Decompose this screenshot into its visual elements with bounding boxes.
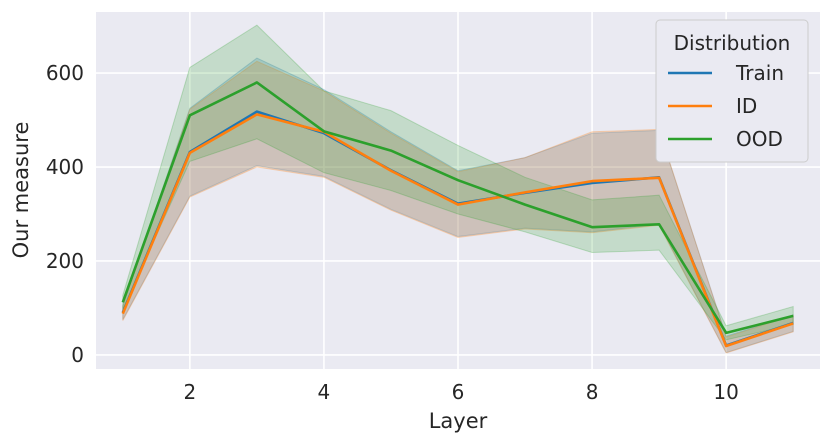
series-line-ood bbox=[121, 81, 794, 335]
x-tick-label: 2 bbox=[183, 380, 196, 404]
legend-label-ood: OOD bbox=[736, 127, 783, 151]
y-tick-label: 200 bbox=[46, 249, 84, 273]
x-axis-ticks: 2 4 6 8 10 bbox=[183, 380, 738, 404]
x-tick-label: 8 bbox=[586, 380, 599, 404]
y-tick-label: 400 bbox=[46, 155, 84, 179]
legend-items: Train ID OOD bbox=[668, 61, 784, 151]
legend: Distribution Train ID OOD bbox=[655, 19, 809, 163]
x-tick-label: 4 bbox=[318, 380, 331, 404]
y-axis-ticks: 0 200 400 600 bbox=[46, 61, 84, 367]
x-tick-label: 6 bbox=[452, 380, 465, 404]
x-axis-title: Layer bbox=[429, 409, 488, 433]
y-tick-label: 600 bbox=[46, 61, 84, 85]
legend-label-id: ID bbox=[736, 94, 757, 118]
y-axis-title: Our measure bbox=[9, 122, 33, 259]
series-lines bbox=[121, 81, 794, 348]
legend-title: Distribution bbox=[674, 31, 791, 55]
legend-box bbox=[655, 19, 809, 163]
series-line-id bbox=[121, 113, 794, 348]
x-tick-label: 10 bbox=[713, 380, 738, 404]
y-tick-label: 0 bbox=[71, 343, 84, 367]
confidence-band-id bbox=[122, 60, 794, 354]
legend-label-train: Train bbox=[735, 61, 784, 85]
